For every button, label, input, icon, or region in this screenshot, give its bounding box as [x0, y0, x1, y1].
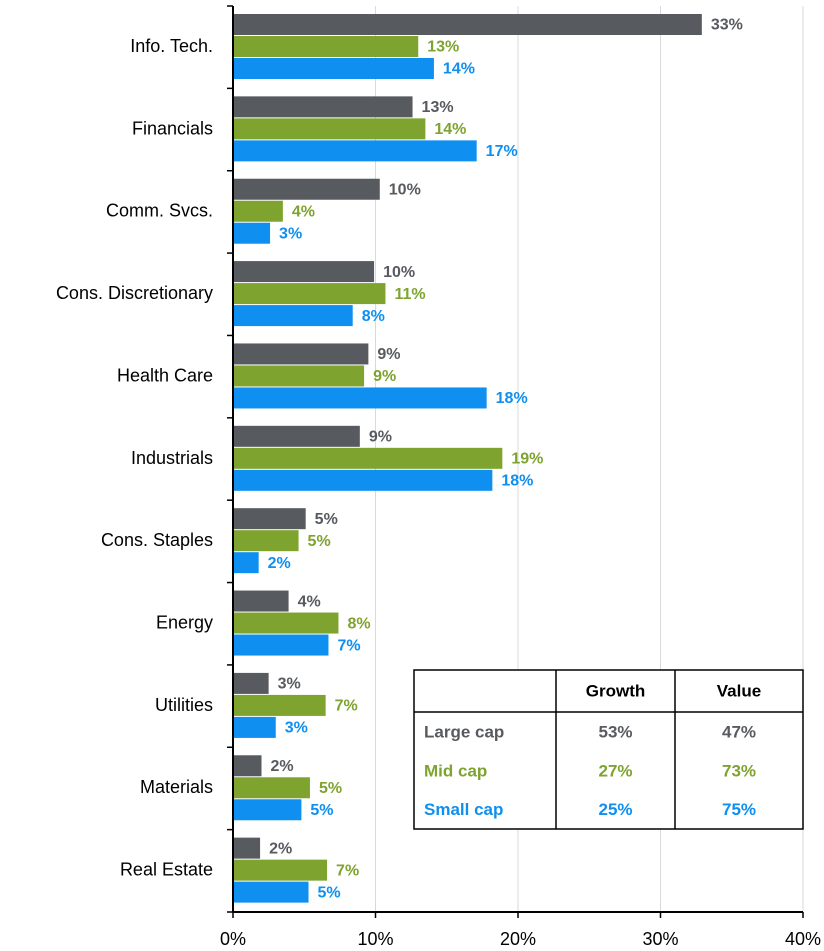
bar: [233, 178, 380, 200]
bar: [233, 447, 503, 469]
x-tick-label: 0%: [220, 929, 246, 949]
bar: [233, 799, 302, 821]
x-tick-label: 20%: [500, 929, 536, 949]
value-label: 7%: [337, 637, 360, 654]
value-label: 3%: [278, 676, 301, 693]
table-cell: 73%: [722, 761, 756, 780]
y-tick-label: Real Estate: [120, 860, 213, 880]
value-label: 9%: [373, 368, 396, 385]
y-tick-label: Health Care: [117, 365, 213, 385]
bar: [233, 283, 386, 305]
y-tick-label: Cons. Staples: [101, 530, 213, 550]
value-label: 11%: [394, 286, 425, 303]
bar: [233, 881, 309, 903]
y-tick-label: Energy: [156, 612, 213, 632]
table-header: Growth: [586, 681, 646, 700]
value-label: 9%: [369, 429, 392, 446]
y-tick-label: Comm. Svcs.: [106, 201, 213, 221]
value-label: 5%: [310, 802, 333, 819]
value-label: 13%: [427, 39, 459, 56]
y-tick-label: Industrials: [131, 448, 213, 468]
value-label: 5%: [318, 884, 341, 901]
table-cell: 27%: [598, 761, 632, 780]
value-label: 5%: [308, 533, 331, 550]
value-label: 14%: [434, 121, 466, 138]
bar: [233, 469, 493, 491]
value-label: 8%: [362, 308, 385, 325]
bar: [233, 508, 306, 530]
y-tick-label: Cons. Discretionary: [56, 283, 213, 303]
bar: [233, 859, 328, 881]
bar: [233, 590, 289, 612]
table-cell: 75%: [722, 800, 756, 819]
value-label: 4%: [292, 203, 315, 220]
bar: [233, 694, 326, 716]
table-frame: [413, 669, 804, 830]
bar: [233, 612, 339, 634]
bar: [233, 222, 271, 244]
bar: [233, 837, 261, 859]
value-label: 5%: [319, 780, 342, 797]
value-label: 9%: [377, 346, 400, 363]
value-label: 8%: [347, 615, 370, 632]
bar: [233, 365, 365, 387]
y-tick-label: Materials: [140, 777, 213, 797]
bar: [233, 552, 259, 574]
bar: [233, 305, 353, 327]
x-tick-label: 30%: [642, 929, 678, 949]
value-label: 18%: [496, 390, 528, 407]
bar: [233, 634, 329, 656]
bar: [233, 96, 413, 118]
value-label: 3%: [285, 720, 308, 737]
bar: [233, 36, 419, 57]
bar: [233, 672, 269, 694]
bar: [233, 58, 434, 79]
y-tick-label: Info. Tech.: [130, 36, 213, 56]
value-label: 19%: [511, 451, 543, 468]
bar: [233, 716, 276, 738]
value-label: 7%: [336, 862, 359, 879]
bar: [233, 261, 375, 283]
bar: [233, 118, 426, 140]
table-row-label: Small cap: [424, 800, 503, 819]
table-row-label: Mid cap: [424, 761, 487, 780]
value-label: 33%: [711, 17, 743, 34]
x-tick-label: 10%: [357, 929, 393, 949]
value-label: 4%: [298, 593, 321, 610]
table-header: Value: [717, 681, 761, 700]
y-tick-label: Financials: [132, 118, 213, 138]
value-label: 10%: [389, 181, 421, 198]
value-label: 18%: [501, 473, 533, 490]
value-label: 2%: [268, 555, 291, 572]
bar: [233, 777, 310, 799]
value-label: 10%: [383, 264, 415, 281]
bar: [233, 387, 487, 409]
value-label: 7%: [335, 698, 358, 715]
table-cell: 25%: [598, 800, 632, 819]
value-label: 13%: [422, 99, 454, 116]
bar: [233, 530, 299, 552]
value-label: 17%: [486, 143, 518, 160]
value-label: 2%: [271, 758, 294, 775]
value-label: 2%: [269, 840, 292, 857]
bar: [233, 200, 283, 222]
bar: [233, 140, 477, 162]
bar: [233, 343, 369, 365]
x-tick-label: 40%: [785, 929, 821, 949]
table-cell: 53%: [598, 722, 632, 741]
bar: [233, 755, 262, 777]
value-label: 14%: [443, 61, 475, 78]
table-cell: 47%: [722, 722, 756, 741]
y-tick-label: Utilities: [155, 695, 213, 715]
bar: [233, 14, 702, 35]
table-row-label: Large cap: [424, 722, 504, 741]
value-label: 5%: [315, 511, 338, 528]
value-label: 3%: [279, 225, 302, 242]
bar: [233, 425, 360, 447]
